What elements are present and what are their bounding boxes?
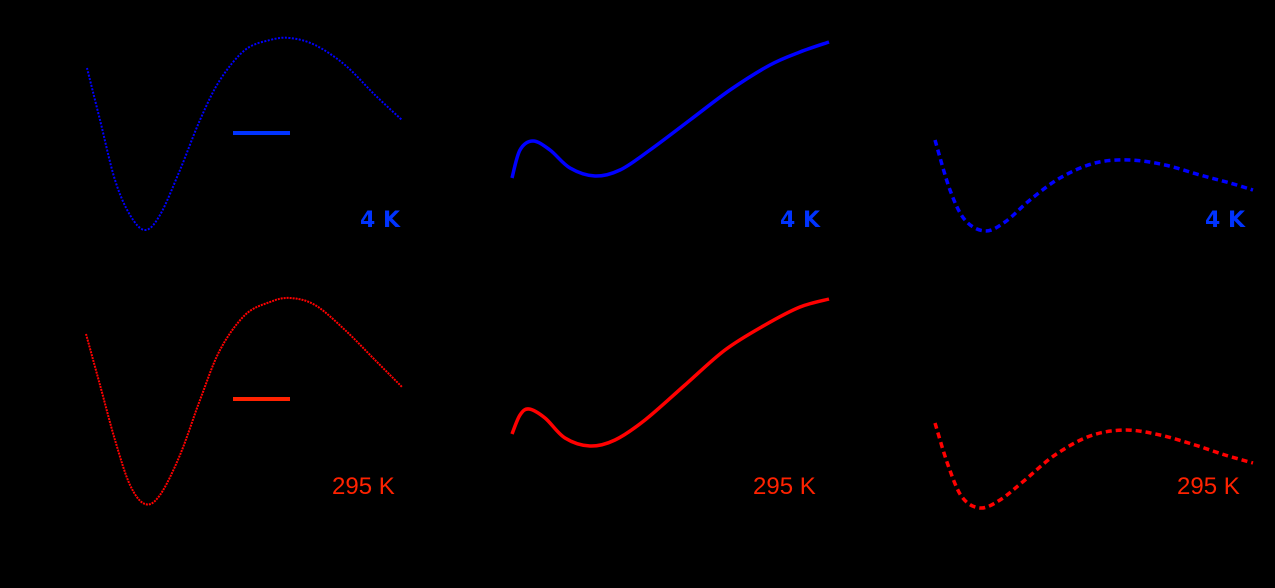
temperature-label-top-right: 4 K [1205,208,1246,233]
temperature-label-top-middle: 4 K [780,208,821,233]
curve-hot-dashed [933,422,1254,510]
temperature-label-bottom-left: 295 K [332,473,395,500]
panel-top-right [933,139,1254,233]
panel-bottom-left [85,296,403,506]
panel-top-left [86,36,403,232]
panel-top-middle [510,40,830,179]
data-curve-cold [86,36,403,232]
curve-cold-solid [510,40,830,179]
curve-cold-dashed [933,139,1254,233]
panel-bottom-right [933,422,1254,510]
temperature-label-top-left: 4 K [360,208,401,233]
curve-hot-solid [510,297,830,448]
data-curve-hot [85,296,403,506]
panel-bottom-middle [510,297,830,448]
temperature-label-bottom-middle: 295 K [753,473,816,500]
temperature-label-bottom-right: 295 K [1177,473,1240,500]
